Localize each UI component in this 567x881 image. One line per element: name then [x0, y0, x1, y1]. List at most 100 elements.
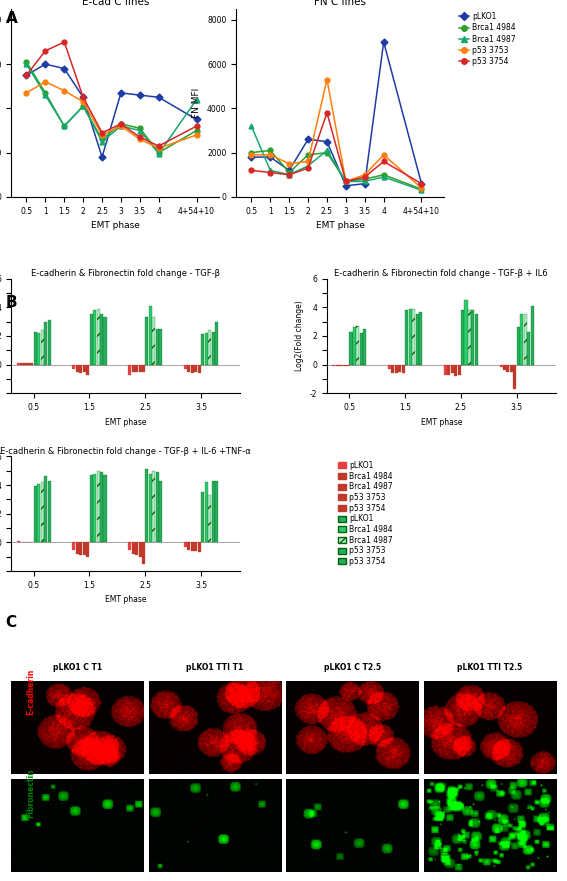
Text: Fibronectin: Fibronectin: [27, 768, 36, 818]
Bar: [37, 333, 40, 365]
Bar: [215, 481, 218, 543]
Bar: [149, 474, 152, 543]
Bar: [388, 365, 391, 369]
X-axis label: EMT phase: EMT phase: [105, 596, 146, 604]
Brca1 4984: [418, 184, 425, 195]
p53 3754: [193, 121, 200, 131]
p53 3754: [155, 141, 162, 152]
Bar: [138, 365, 142, 372]
Bar: [215, 322, 218, 365]
Brca1 4987: [193, 94, 200, 105]
Brca1 4984: [304, 150, 311, 160]
Bar: [100, 472, 103, 543]
Bar: [419, 312, 422, 365]
Line: p53 3753: p53 3753: [24, 79, 199, 151]
Bar: [153, 317, 155, 365]
Brca1 4984: [23, 56, 30, 67]
Brca1 4984: [193, 125, 200, 136]
pLKO1: [42, 59, 49, 70]
Text: E-cadherin: E-cadherin: [27, 669, 36, 714]
Brca1 4984: [248, 147, 255, 158]
p53 3753: [23, 87, 30, 98]
p53 3754: [418, 178, 425, 189]
Bar: [399, 365, 401, 372]
Brca1 4987: [248, 121, 255, 131]
Brca1 4984: [342, 176, 349, 187]
Brca1 4987: [380, 172, 387, 182]
Bar: [395, 365, 398, 374]
X-axis label: EMT phase: EMT phase: [105, 418, 146, 426]
Bar: [34, 486, 37, 543]
Bar: [503, 365, 506, 370]
Bar: [132, 365, 134, 372]
p53 3754: [304, 163, 311, 174]
Bar: [184, 365, 187, 369]
Brca1 4984: [361, 174, 368, 184]
pLKO1: [99, 152, 105, 162]
Brca1 4987: [80, 101, 87, 112]
p53 3754: [137, 132, 143, 143]
Bar: [73, 543, 75, 550]
Bar: [93, 474, 96, 543]
Brca1 4987: [304, 160, 311, 171]
Line: Brca1 4984: Brca1 4984: [24, 60, 199, 155]
Bar: [37, 484, 40, 543]
Bar: [135, 365, 138, 372]
Bar: [208, 330, 211, 365]
Bar: [342, 365, 346, 366]
p53 3753: [80, 96, 87, 107]
p53 3753: [42, 77, 49, 87]
Bar: [405, 310, 408, 365]
Brca1 4987: [267, 165, 274, 175]
Title: FN C lines: FN C lines: [314, 0, 366, 7]
Bar: [41, 330, 44, 365]
Brca1 4987: [42, 90, 49, 100]
p53 3753: [418, 182, 425, 193]
Bar: [349, 331, 353, 365]
p53 3754: [267, 167, 274, 178]
Brca1 4987: [324, 145, 331, 156]
Bar: [16, 541, 20, 543]
Brca1 4987: [99, 137, 105, 147]
p53 3754: [99, 128, 105, 138]
Bar: [409, 308, 412, 365]
Bar: [31, 363, 33, 365]
Bar: [83, 365, 86, 372]
Line: Brca1 4984: Brca1 4984: [249, 148, 424, 191]
Line: p53 3753: p53 3753: [249, 78, 424, 190]
Bar: [16, 363, 20, 365]
p53 3753: [304, 156, 311, 167]
Line: p53 3754: p53 3754: [249, 110, 424, 186]
Bar: [332, 365, 335, 366]
Bar: [76, 543, 79, 554]
Bar: [156, 472, 159, 543]
p53 3753: [380, 150, 387, 160]
X-axis label: EMT phase: EMT phase: [91, 221, 139, 230]
Bar: [198, 365, 201, 374]
p53 3754: [80, 92, 87, 102]
Line: Brca1 4987: Brca1 4987: [24, 62, 199, 156]
Bar: [73, 365, 75, 369]
Bar: [159, 329, 162, 365]
p53 3753: [117, 121, 124, 131]
p53 3754: [380, 156, 387, 167]
p53 3753: [248, 150, 255, 160]
Bar: [205, 482, 208, 543]
Bar: [468, 310, 471, 365]
p53 3754: [61, 37, 67, 48]
Brca1 4987: [137, 125, 143, 136]
Bar: [531, 306, 534, 365]
Bar: [353, 328, 356, 365]
Text: pLKO1 TTI T2.5: pLKO1 TTI T2.5: [457, 663, 522, 672]
X-axis label: EMT phase: EMT phase: [316, 221, 365, 230]
p53 3753: [342, 176, 349, 187]
Bar: [451, 365, 454, 374]
Bar: [194, 543, 197, 551]
Bar: [517, 328, 520, 365]
p53 3754: [361, 172, 368, 182]
Text: A: A: [6, 11, 18, 26]
Bar: [86, 543, 89, 557]
Bar: [27, 363, 30, 365]
Title: E-cadherin & Fibronectin fold change - TGF-β + IL-6 +TNF-α: E-cadherin & Fibronectin fold change - T…: [1, 447, 251, 455]
Bar: [363, 329, 366, 365]
